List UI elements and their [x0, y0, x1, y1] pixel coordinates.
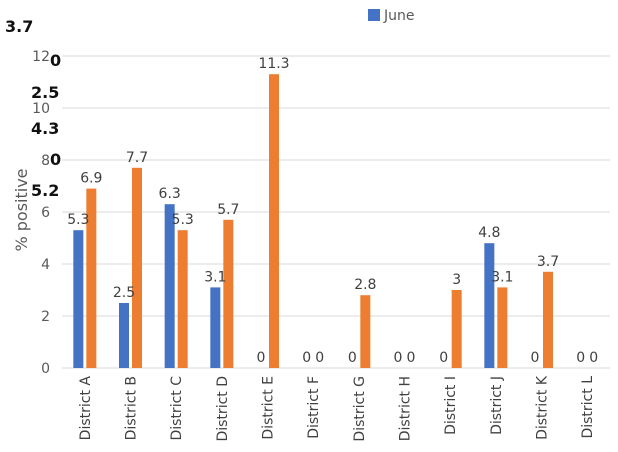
data-label: 0	[407, 350, 416, 366]
x-tick-labels: District A District B District C District D…	[78, 375, 596, 441]
bar-series-2	[223, 219, 234, 368]
data-label: 6.3	[159, 186, 181, 202]
data-label: 11.3	[258, 56, 289, 72]
data-label: 2.5	[113, 285, 135, 301]
legend: June	[368, 8, 415, 24]
bar-series-2	[360, 295, 371, 368]
data-label: 5.3	[172, 212, 194, 228]
data-label: 5.3	[67, 212, 89, 228]
bar-series-2	[269, 74, 279, 368]
stray-label: 4.3	[31, 119, 60, 138]
y-tick-label: 4	[41, 257, 50, 273]
data-label: 5.7	[217, 202, 239, 218]
data-label: 6.9	[80, 171, 102, 187]
y-tick-label: 2	[41, 309, 50, 325]
x-tick-label: District A	[78, 376, 94, 441]
bar-series-2	[451, 290, 462, 368]
x-tick-label: District B	[124, 376, 140, 440]
data-label: 0	[302, 350, 311, 366]
x-tick-label: District J	[489, 376, 505, 435]
stray-label: 2.5	[31, 83, 60, 102]
x-tick-label: District G	[352, 376, 368, 442]
stray-label: 0	[50, 51, 62, 70]
gridlines	[62, 55, 610, 369]
data-label: 7.7	[126, 150, 148, 166]
data-label: 0	[576, 350, 585, 366]
y-tick-label: 0	[41, 361, 50, 377]
x-tick-label: District F	[306, 376, 322, 439]
stray-label: 5.2	[31, 181, 60, 200]
data-label: 3	[452, 272, 461, 288]
y-tick-label: 12	[32, 49, 50, 65]
data-label: 4.8	[478, 225, 500, 241]
bar-series-1	[210, 287, 221, 368]
y-tick-label: 8	[41, 153, 50, 169]
stray-label: 3.7	[5, 17, 34, 36]
bar-series-2	[543, 271, 553, 368]
x-tick-label: District C	[169, 376, 185, 441]
legend-label-june: June	[383, 8, 415, 24]
x-tick-label: District E	[261, 376, 277, 440]
bar-series-1	[164, 204, 175, 368]
bar-series-1	[119, 303, 129, 368]
x-tick-label: District I	[443, 376, 459, 435]
data-labels: 5.32.56.33.10 0 0 0 04.80 06.97.75.35.711.302…	[67, 56, 598, 366]
legend-swatch-june	[368, 9, 380, 21]
bar-series-1	[484, 243, 495, 368]
data-label: 0	[348, 350, 357, 366]
data-label: 0	[315, 350, 324, 366]
data-label: 0	[589, 350, 598, 366]
bar-series-2	[177, 230, 188, 368]
data-label: 0	[439, 350, 448, 366]
data-label: 0	[257, 350, 266, 366]
data-label: 0	[531, 350, 540, 366]
y-tick-labels: 0 2 4 6 8 10 12	[32, 49, 50, 377]
y-tick-label: 10	[32, 101, 50, 117]
bars	[73, 74, 553, 368]
data-label: 3.7	[537, 254, 559, 270]
bar-series-2	[132, 167, 142, 368]
bar-series-1	[73, 230, 84, 368]
data-label: 3.1	[204, 269, 226, 285]
y-axis-label: % positive	[12, 168, 31, 251]
bar-series-2	[86, 188, 97, 368]
x-tick-label: District D	[215, 376, 231, 442]
x-tick-label: District H	[398, 376, 414, 441]
data-label: 0	[394, 350, 403, 366]
x-tick-label: District L	[580, 376, 596, 439]
bar-series-2	[497, 287, 508, 368]
data-label: 2.8	[354, 277, 376, 293]
y-tick-label: 6	[41, 205, 50, 221]
stray-label: 0	[50, 150, 62, 169]
x-tick-label: District K	[535, 375, 551, 440]
data-label: 3.1	[491, 269, 513, 285]
